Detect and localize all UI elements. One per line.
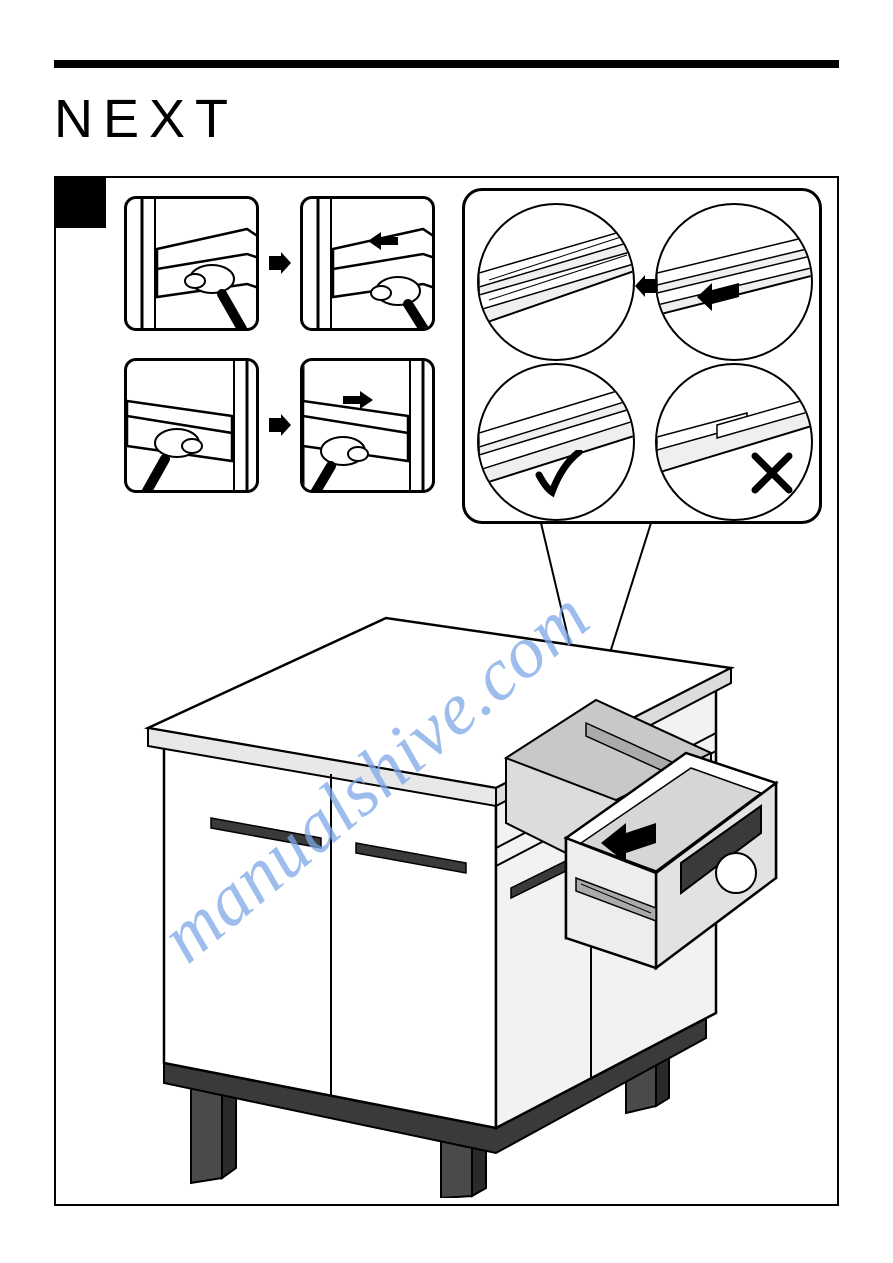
step-marker xyxy=(56,178,106,228)
circle-rail-extended xyxy=(655,203,813,361)
panel-svg-1a xyxy=(127,199,259,331)
panel-release-lever-1b xyxy=(300,196,435,331)
page-container: NEXT xyxy=(0,0,893,1263)
arrow-icon-left xyxy=(635,271,657,305)
panel-release-lever-2a xyxy=(124,358,259,493)
panel-release-lever-1a xyxy=(124,196,259,331)
brand-logo: NEXT xyxy=(54,88,238,150)
panel-svg-1b xyxy=(303,199,435,331)
furniture-illustration xyxy=(96,588,826,1198)
circle-rail-closed xyxy=(477,203,635,361)
top-rule xyxy=(54,60,839,68)
arrow-icon xyxy=(269,410,291,444)
panel-svg-2b xyxy=(303,361,435,493)
content-border xyxy=(54,176,839,1206)
arrow-icon xyxy=(269,248,291,282)
callout-rail-alignment xyxy=(462,188,822,524)
rail-svg-1 xyxy=(479,205,635,361)
check-icon xyxy=(534,450,584,511)
panel-release-lever-2b xyxy=(300,358,435,493)
cross-icon xyxy=(751,447,793,507)
panel-svg-2a xyxy=(127,361,259,493)
circle-rail-correct xyxy=(477,363,635,521)
circle-rail-wrong xyxy=(655,363,813,521)
rail-svg-2 xyxy=(657,205,813,361)
